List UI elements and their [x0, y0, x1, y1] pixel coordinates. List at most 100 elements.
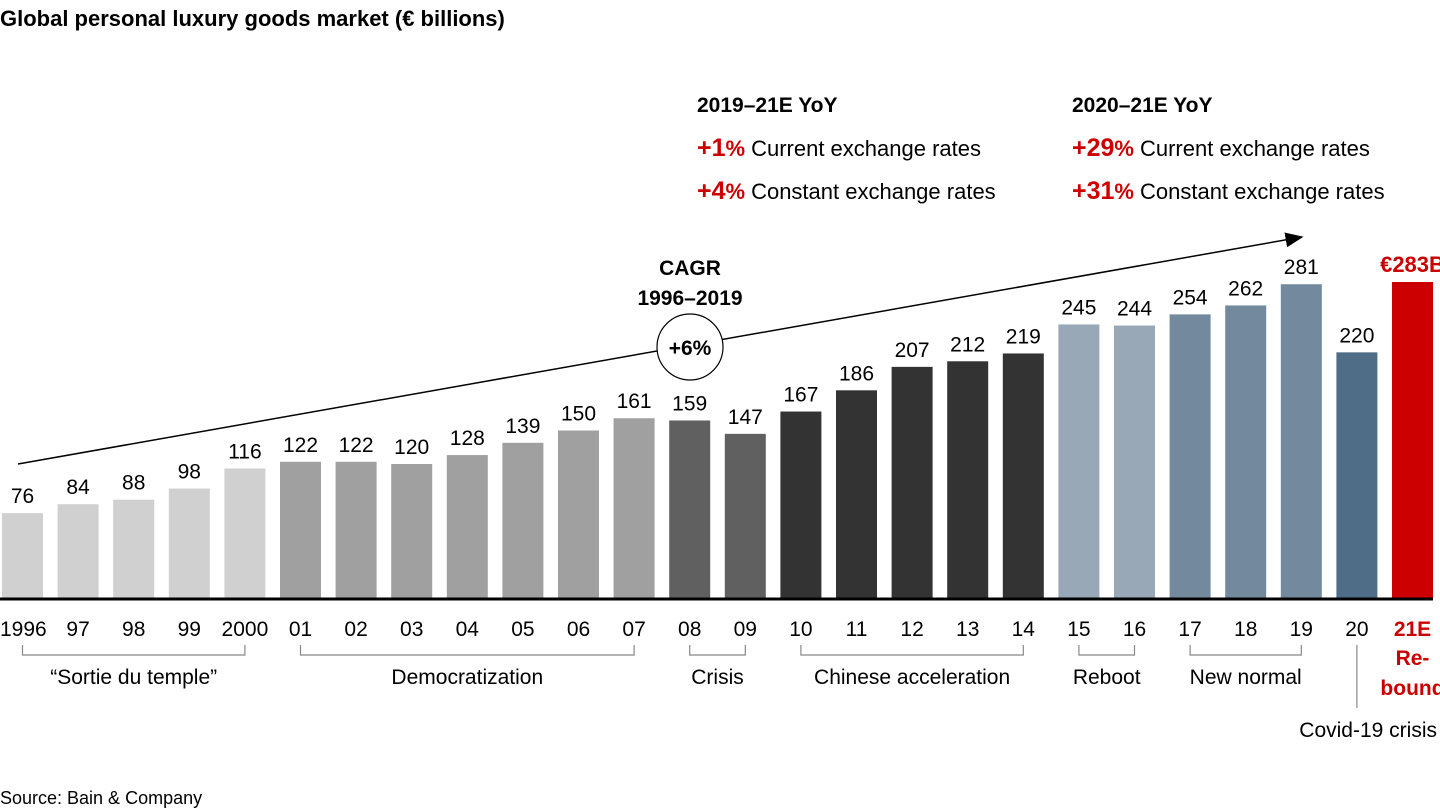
- data-label: 116: [228, 440, 261, 463]
- phase-label: bound: [1380, 677, 1440, 700]
- data-label: 244: [1117, 298, 1152, 321]
- yoy-row: +1% Current exchange rates: [697, 134, 981, 162]
- bar-98: [113, 499, 155, 598]
- phase-annotation: New normal: [1189, 645, 1302, 689]
- phase-label: New normal: [1190, 666, 1302, 689]
- bar-09: [724, 433, 766, 598]
- x-tick-label: 03: [400, 618, 423, 641]
- data-label: €283B: [1380, 252, 1440, 277]
- data-label: 219: [1006, 325, 1041, 348]
- yoy-row: +31% Constant exchange rates: [1072, 177, 1385, 205]
- x-tick-label: 11: [846, 618, 868, 641]
- bar-18: [1225, 305, 1267, 598]
- yoy-block-2: 2020–21E YoY +29% Current exchange rates …: [1072, 94, 1385, 205]
- bar-21E: [1392, 282, 1433, 598]
- data-label: 281: [1284, 256, 1319, 279]
- data-label: 254: [1173, 286, 1208, 309]
- phase-bracket: [299, 645, 635, 656]
- x-tick-label: 1996: [0, 618, 47, 641]
- yoy-value: +4: [697, 177, 726, 205]
- data-label: 159: [672, 392, 707, 415]
- bar-11: [836, 390, 877, 598]
- data-label: 161: [617, 390, 652, 413]
- yoy-block-1: 2019–21E YoY +1% Current exchange rates +…: [697, 94, 996, 205]
- phase-bracket: [689, 645, 746, 656]
- phase-label: Re-: [1396, 647, 1430, 670]
- x-tick-label: 05: [511, 618, 534, 641]
- x-tick-label: 14: [1012, 618, 1036, 641]
- data-label: 245: [1061, 296, 1096, 319]
- data-label: 186: [839, 362, 874, 385]
- x-tick-label: 07: [622, 618, 645, 641]
- data-label: 122: [339, 434, 374, 457]
- x-tick-label: 97: [66, 618, 89, 641]
- x-tick-label: 2000: [222, 618, 269, 641]
- yoy-unit: %: [726, 179, 746, 204]
- bar-14: [1002, 353, 1044, 598]
- phase-bracket: [800, 645, 1024, 656]
- data-label: 262: [1228, 277, 1263, 300]
- phase-label: Crisis: [691, 666, 744, 689]
- data-label: 220: [1339, 324, 1374, 347]
- x-tick-label: 99: [178, 618, 201, 641]
- data-label: 207: [895, 339, 930, 362]
- phase-annotation: Chinese acceleration: [800, 645, 1024, 689]
- bar-06: [558, 430, 599, 598]
- phase-label: “Sortie du temple”: [50, 666, 217, 689]
- yoy-text: Current exchange rates: [1140, 136, 1370, 161]
- yoy-text: Constant exchange rates: [1140, 179, 1385, 204]
- x-tick-label: 02: [344, 618, 367, 641]
- x-tick-label: 20: [1345, 618, 1368, 641]
- data-label: 147: [728, 406, 763, 429]
- data-label: 120: [394, 436, 429, 459]
- x-tick-label: 04: [456, 618, 480, 641]
- phase-annotation: Reboot: [1073, 645, 1141, 689]
- bar-99: [168, 488, 210, 598]
- source-note: Source: Bain & Company: [0, 788, 202, 808]
- bar-1996: [2, 513, 43, 598]
- bar-16: [1114, 325, 1155, 598]
- bar-2000: [224, 468, 266, 598]
- bar-10: [780, 411, 822, 598]
- x-tick-label: 01: [289, 618, 312, 641]
- phase-label: Reboot: [1073, 666, 1141, 689]
- x-tick-label: 15: [1067, 618, 1090, 641]
- data-label: 167: [783, 384, 818, 407]
- yoy-text: Constant exchange rates: [751, 179, 996, 204]
- x-tick-label: 06: [567, 618, 590, 641]
- bar-12: [891, 366, 933, 598]
- bar-13: [947, 361, 989, 598]
- cagr-value: +6%: [669, 337, 712, 360]
- bar-97: [57, 504, 99, 598]
- data-label: 76: [11, 485, 34, 508]
- x-tick-label: 18: [1234, 618, 1257, 641]
- cagr-period: 1996–2019: [637, 287, 742, 310]
- x-tick-label: 16: [1123, 618, 1146, 641]
- phase-bracket: [1078, 645, 1136, 656]
- bar-20: [1336, 352, 1378, 598]
- yoy-row: +29% Current exchange rates: [1072, 134, 1370, 162]
- bar-07: [613, 418, 655, 598]
- bar-05: [502, 442, 544, 598]
- phase-bracket: [1189, 645, 1302, 656]
- phase-annotation: Democratization: [299, 645, 635, 689]
- phase-label: Democratization: [391, 666, 543, 689]
- yoy-unit: %: [726, 136, 746, 161]
- phase-label: Covid-19 crisis: [1299, 719, 1437, 742]
- x-tick-label: 10: [789, 618, 812, 641]
- bar-01: [280, 461, 321, 598]
- bar-03: [391, 464, 433, 598]
- data-label: 98: [178, 461, 201, 484]
- bar-19: [1280, 284, 1322, 598]
- phase-annotation: Covid-19 crisis: [1299, 645, 1437, 742]
- data-label: 88: [122, 472, 145, 495]
- x-tick-label: 08: [678, 618, 701, 641]
- bar-15: [1058, 324, 1100, 598]
- data-label: 84: [66, 476, 90, 499]
- data-label: 122: [283, 434, 318, 457]
- yoy-unit: %: [1114, 179, 1134, 204]
- phase-annotation: “Sortie du temple”: [21, 645, 246, 689]
- data-label: 150: [561, 403, 596, 426]
- yoy-text: Current exchange rates: [751, 136, 981, 161]
